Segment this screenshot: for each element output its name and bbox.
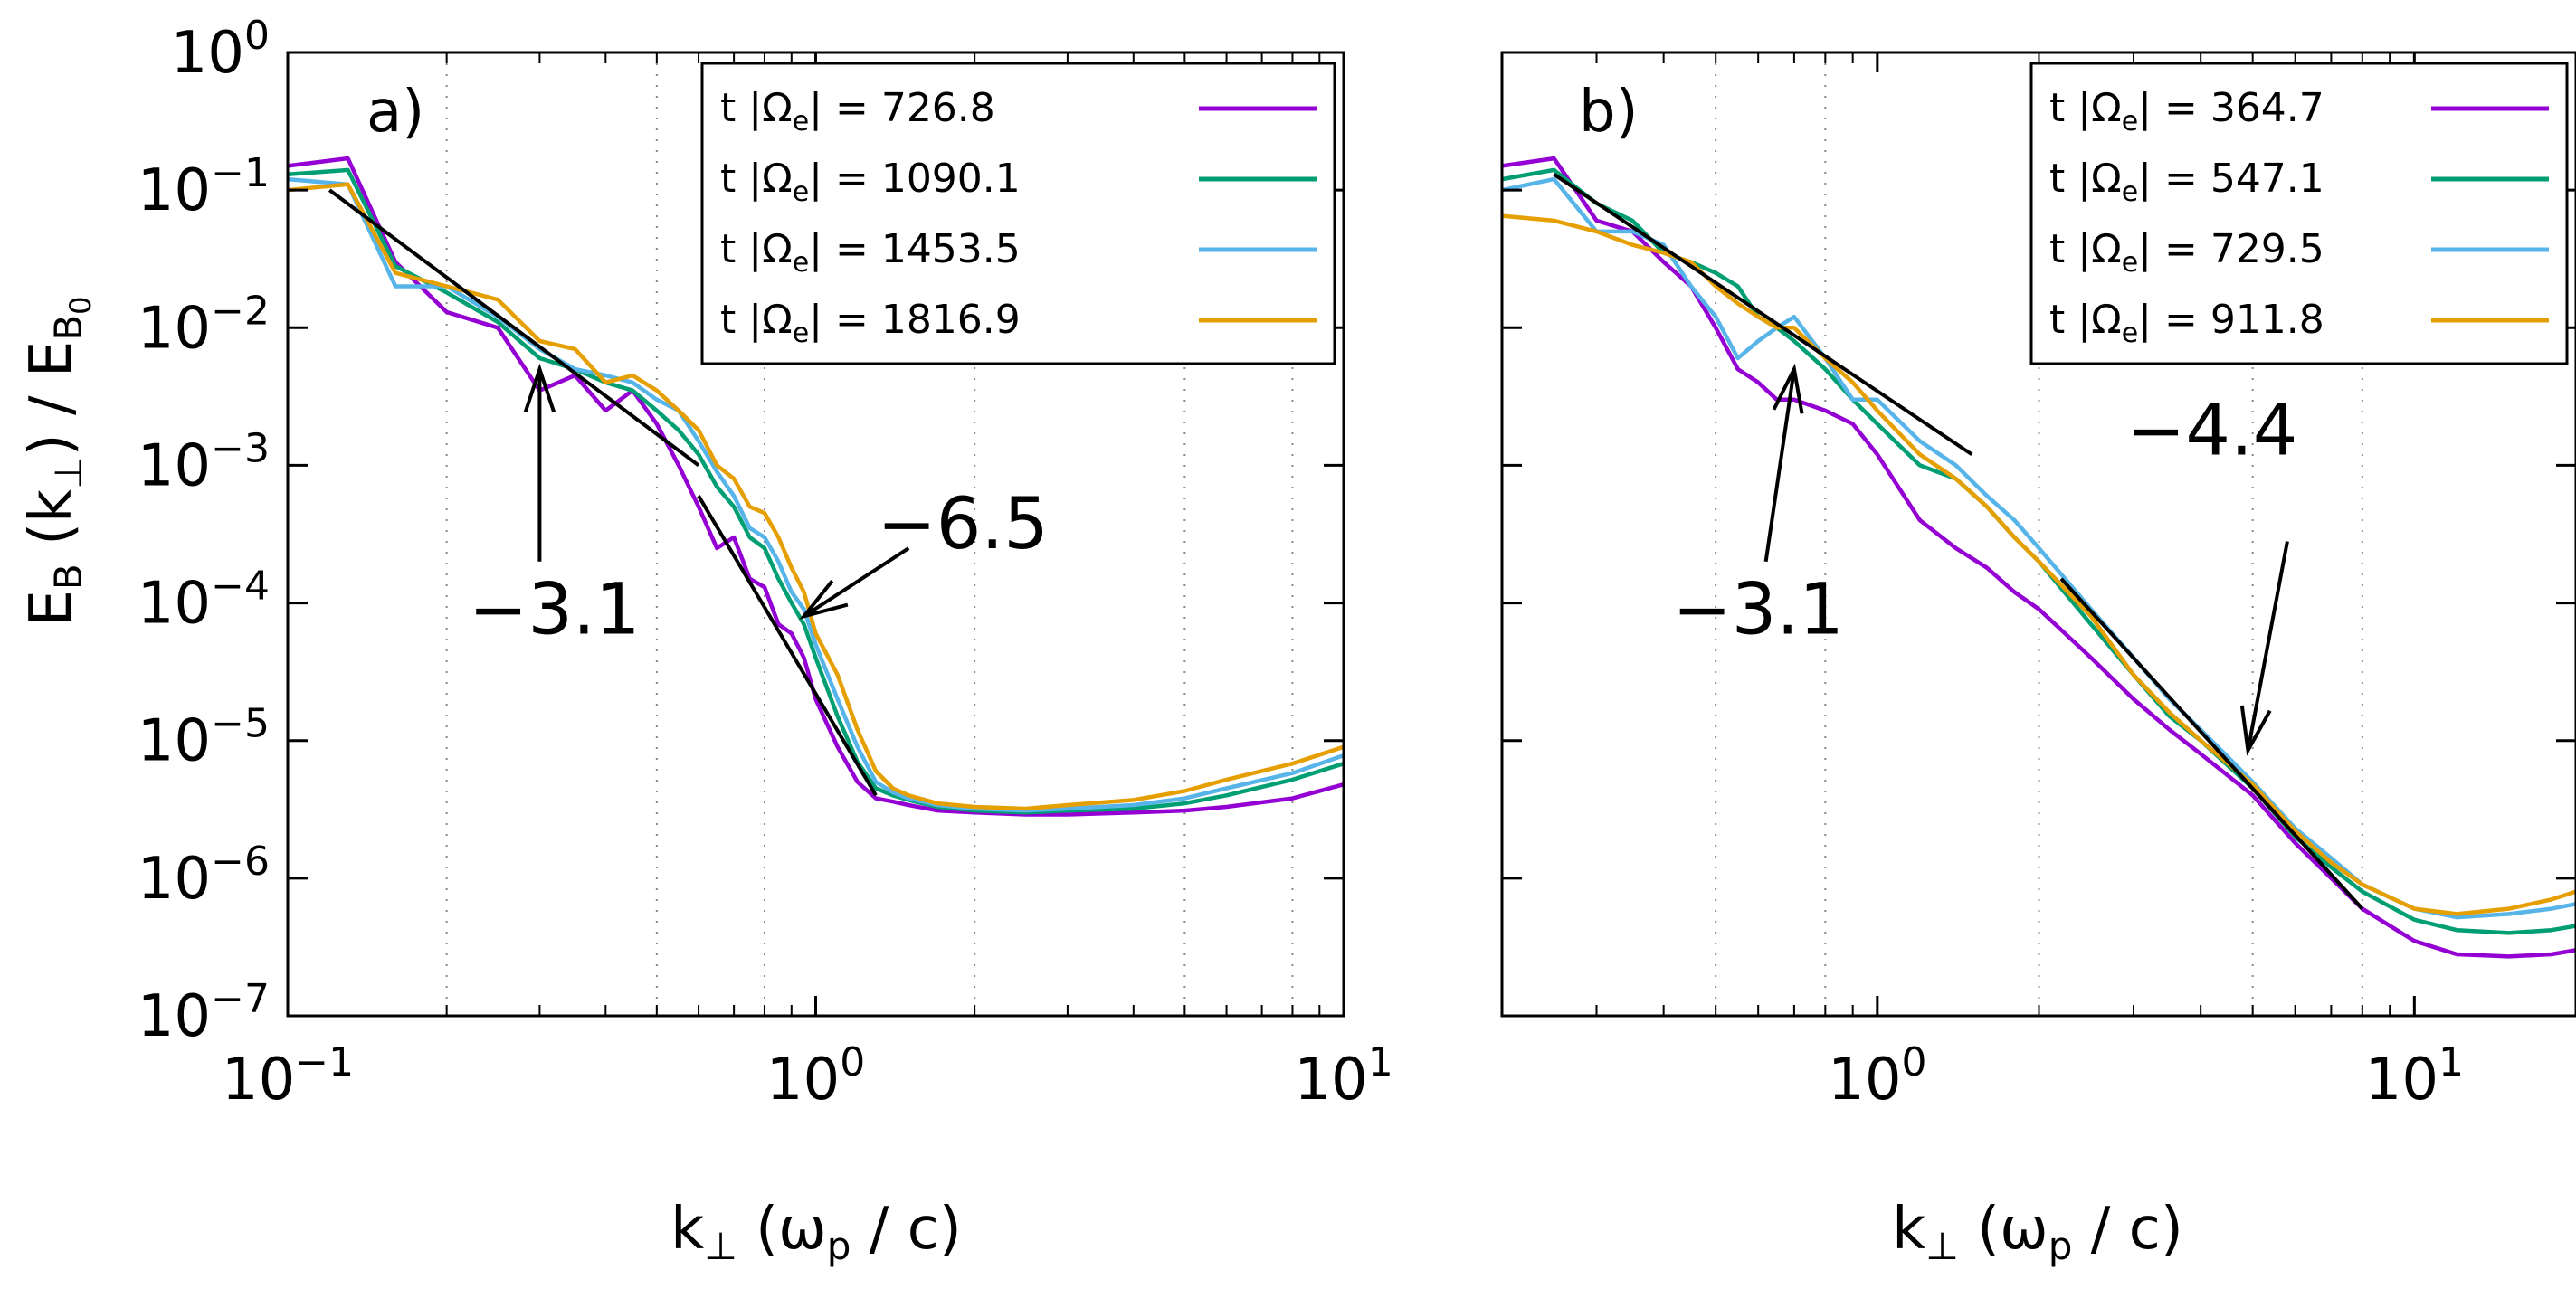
- legend-label-1: t |Ωe| = 364.7: [2049, 85, 2324, 137]
- y-tick-label: 10−2: [138, 288, 270, 362]
- svg-text:EB (k⊥) / EB0: EB (k⊥) / EB0: [18, 296, 98, 626]
- x-tick-label: 101: [1294, 1039, 1393, 1114]
- panel-b-fit-lines: −3.1 −4.4: [1553, 173, 2364, 910]
- slope-label-2: −6.5: [877, 484, 1048, 565]
- legend-box: [700, 62, 1336, 365]
- y-tick-label: 10−4: [138, 564, 270, 638]
- y-axis-title-arg: (k: [18, 489, 85, 564]
- panel-b-label: b): [1579, 79, 1639, 146]
- x-tick-label: 101: [2365, 1039, 2464, 1114]
- annotation-arrow-1: [1763, 368, 1796, 563]
- panel-a-legend: t |Ωe| = 726.8 t |Ωe| = 1090.1 t |Ωe| = 14…: [700, 62, 1336, 365]
- y-tick-label: 10−5: [138, 701, 270, 775]
- panel-b-series: [1501, 156, 2576, 959]
- x-tick-label: 100: [766, 1039, 865, 1114]
- y-tick-label: 10−6: [138, 839, 270, 913]
- y-axis-title-sub2: B: [46, 315, 90, 341]
- y-axis-title-sub: B: [46, 564, 90, 590]
- panel-a-x-axis-title: k⊥ (ωp / c): [670, 1196, 962, 1268]
- panel-b-ticks: 100 101: [1501, 51, 2576, 1114]
- y-axis-title-close: ) / E: [18, 341, 85, 457]
- series-line-4: [287, 182, 1345, 811]
- annotation-arrow-2: [2246, 541, 2289, 751]
- annotation-arrowhead-1: [523, 363, 556, 413]
- legend-label-3: t |Ωe| = 729.5: [2049, 226, 2324, 279]
- y-axis-title-perp: ⊥: [46, 456, 90, 489]
- legend-label-1: t |Ωe| = 726.8: [720, 85, 995, 137]
- y-axis-title: EB (k⊥) / EB0: [18, 296, 98, 626]
- x-tick-label: 10−1: [222, 1039, 354, 1114]
- fit-line-2: [697, 495, 878, 797]
- y-tick-label: 10−3: [138, 425, 270, 499]
- annotation-arrowhead-2: [2239, 705, 2272, 756]
- x-tick-label: 100: [1828, 1039, 1926, 1114]
- y-tick-label: 100: [171, 13, 270, 87]
- annotation-arrowhead-2: [799, 580, 849, 620]
- panel-b: −3.1−4.4 100 101 b) t |Ωe| = 364.7t |Ωe| …: [1500, 51, 2576, 1268]
- series-line-4: [1501, 213, 2576, 916]
- legend-label-4: t |Ωe| = 1816.9: [720, 297, 1021, 349]
- legend-label-2: t |Ωe| = 1090.1: [720, 156, 1021, 208]
- y-axis-title-text: E: [18, 590, 85, 626]
- panel-a-fit-lines: −3.1 −6.5: [328, 188, 1049, 797]
- panel-a-ticks: 10−1 100 101 100 10−1 10−2 10−3 10−4 10−5 10−6 10−…: [138, 13, 1393, 1114]
- legend-label-3: t |Ωe| = 1453.5: [720, 226, 1021, 279]
- fit-line-2: [2059, 577, 2364, 910]
- panel-b-legend: t |Ωe| = 364.7 t |Ωe| = 547.1 t |Ωe| = 729…: [2029, 62, 2569, 365]
- y-axis-title-sub3: 0: [63, 296, 98, 314]
- annotation-arrow-2: [803, 546, 910, 618]
- fit-line-1: [1553, 173, 1973, 457]
- panel-b-x-axis-title: k⊥ (ωp / c): [1892, 1196, 2183, 1268]
- y-tick-label: 10−1: [138, 150, 270, 224]
- slope-label-1: −3.1: [469, 569, 640, 650]
- panel-a: −3.1−6.5 10−1 100 10110010−110−210−310−410…: [138, 13, 1393, 1268]
- fit-line-1: [328, 188, 700, 468]
- slope-label-1: −3.1: [1672, 569, 1843, 650]
- legend-box: [2029, 62, 2569, 365]
- legend-label-4: t |Ωe| = 911.8: [2049, 297, 2324, 349]
- panel-a-label: a): [366, 79, 424, 146]
- legend-label-2: t |Ωe| = 547.1: [2049, 156, 2324, 208]
- series-line-1: [287, 156, 1345, 817]
- y-tick-label: 10−7: [138, 976, 270, 1050]
- annotation-arrowhead-1: [1772, 363, 1804, 414]
- slope-label-2: −4.4: [2126, 390, 2297, 471]
